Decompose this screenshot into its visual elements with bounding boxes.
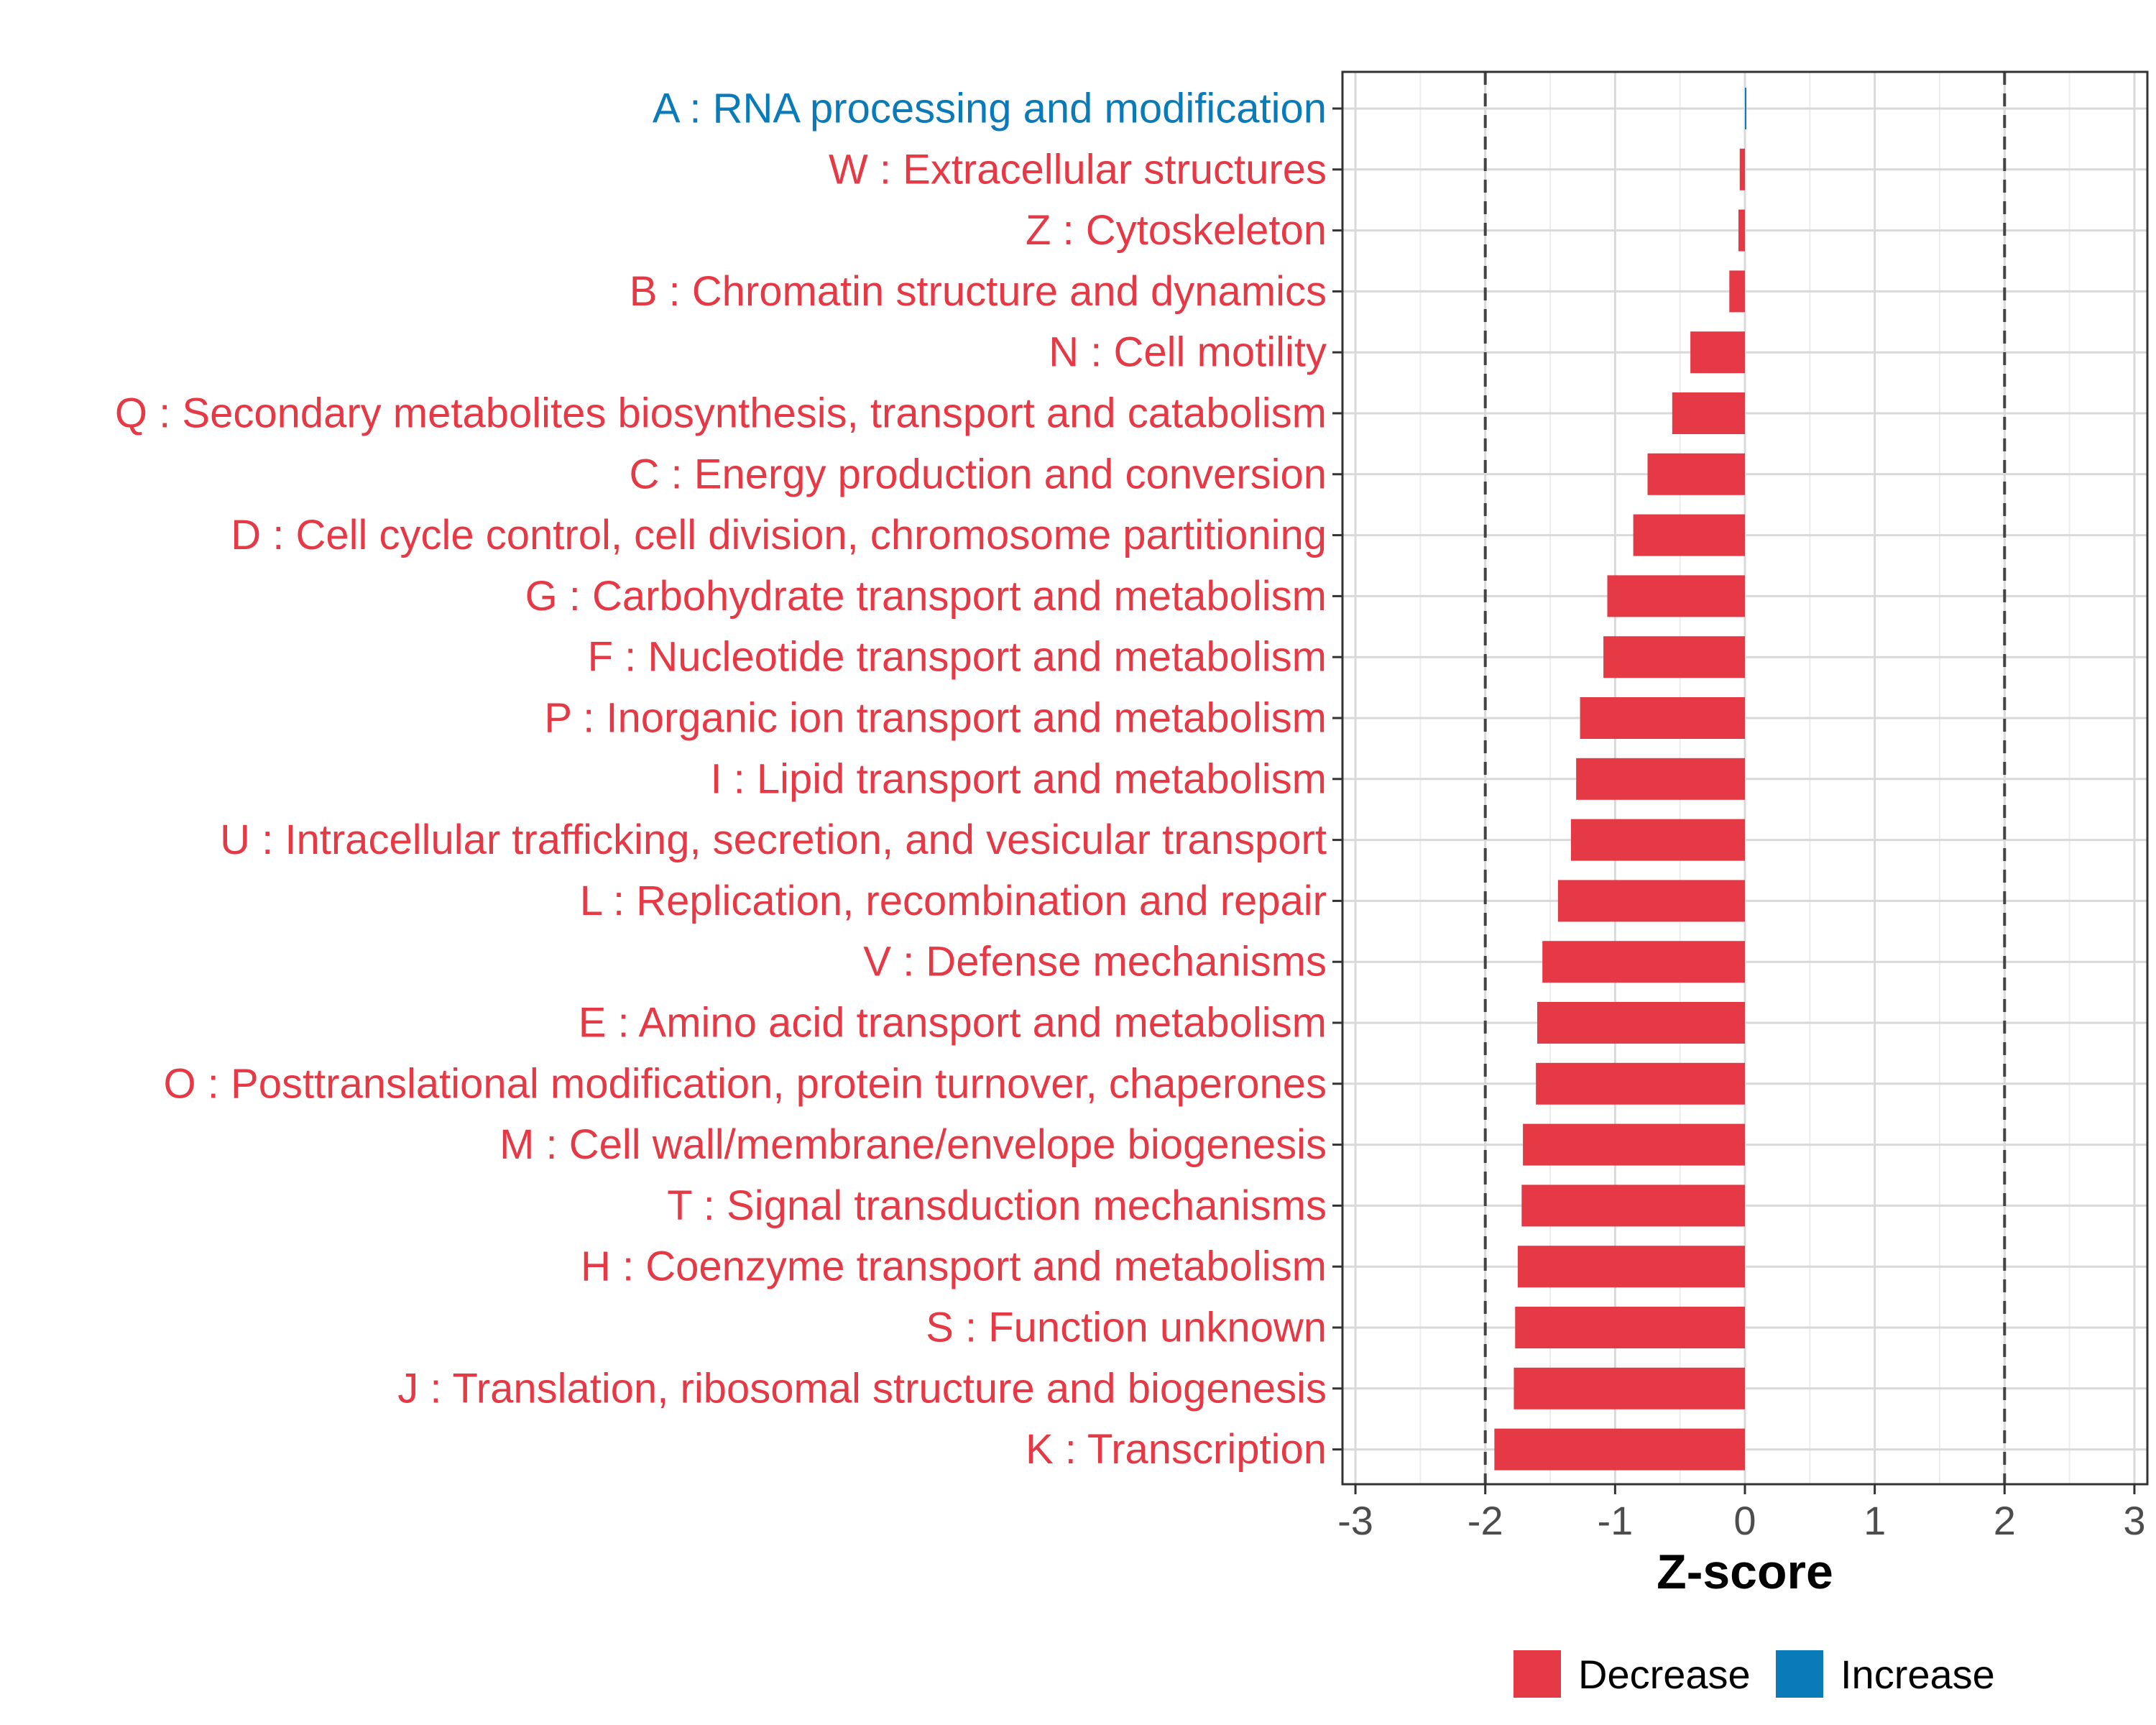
bar-o — [1536, 1062, 1745, 1105]
bars — [1494, 88, 1746, 1471]
category-label: C : Energy production and conversion — [630, 451, 1327, 497]
x-axis-ticks: -3 -2 -1 0 1 2 3 — [1337, 1484, 2146, 1543]
category-label: B : Chromatin structure and dynamics — [630, 268, 1327, 315]
category-label: Z : Cytoskeleton — [1026, 207, 1327, 254]
x-tick-label: -2 — [1468, 1498, 1503, 1543]
bar-t — [1521, 1184, 1745, 1227]
bar-g — [1607, 575, 1745, 617]
category-label: T : Signal transduction mechanisms — [667, 1182, 1327, 1229]
bar-w — [1739, 148, 1745, 190]
category-label: W : Extracellular structures — [829, 146, 1327, 193]
bar-p — [1580, 697, 1745, 739]
bar-n — [1690, 331, 1745, 374]
bar-a — [1745, 88, 1746, 129]
bar-s — [1515, 1307, 1745, 1348]
bar-c — [1647, 453, 1745, 495]
x-axis-title: Z-score — [1657, 1545, 1833, 1599]
category-label: N : Cell motility — [1049, 329, 1327, 376]
legend-swatch-decrease — [1514, 1650, 1561, 1698]
category-label: F : Nucleotide transport and metabolism — [588, 634, 1327, 681]
category-label: J : Translation, ribosomal structure and… — [397, 1365, 1327, 1412]
bar-j — [1514, 1367, 1745, 1409]
y-axis-ticks: A : RNA processing and modification W : E… — [115, 86, 1342, 1473]
legend-label-increase: Increase — [1841, 1652, 1995, 1697]
legend: Decrease Increase — [1514, 1650, 1995, 1698]
category-label: S : Function unknown — [926, 1305, 1327, 1351]
category-label: K : Transcription — [1026, 1426, 1327, 1473]
bar-d — [1633, 514, 1745, 556]
x-tick-label: 3 — [2123, 1498, 2145, 1543]
threshold-lines — [1483, 72, 2007, 1484]
category-label: U : Intracellular trafficking, secretion… — [220, 816, 1327, 863]
x-tick-label: -1 — [1597, 1498, 1633, 1543]
bar-z — [1738, 209, 1745, 252]
category-label: E : Amino acid transport and metabolism — [579, 1000, 1327, 1046]
category-label: H : Coenzyme transport and metabolism — [581, 1243, 1327, 1290]
category-label: M : Cell wall/membrane/envelope biogenes… — [499, 1121, 1327, 1168]
bar-k — [1494, 1428, 1745, 1471]
bar-q — [1672, 392, 1745, 434]
x-tick-label: 0 — [1733, 1498, 1756, 1543]
bar-f — [1603, 636, 1745, 678]
category-label: A : RNA processing and modification — [653, 86, 1327, 132]
x-tick-label: 1 — [1864, 1498, 1886, 1543]
category-label: D : Cell cycle control, cell division, c… — [231, 512, 1327, 558]
category-label: L : Replication, recombination and repai… — [580, 878, 1327, 924]
category-label: O : Posttranslational modification, prot… — [164, 1060, 1327, 1107]
bar-l — [1557, 880, 1745, 922]
bar-b — [1729, 270, 1745, 313]
bar-v — [1542, 941, 1745, 983]
bar-u — [1570, 819, 1745, 861]
bar-m — [1523, 1123, 1745, 1166]
category-label: I : Lipid transport and metabolism — [710, 755, 1327, 802]
bar-h — [1517, 1246, 1745, 1288]
bar-i — [1576, 758, 1745, 800]
category-label: P : Inorganic ion transport and metaboli… — [544, 695, 1327, 742]
category-label: G : Carbohydrate transport and metabolis… — [525, 573, 1327, 620]
category-label: Q : Secondary metabolites biosynthesis, … — [115, 390, 1327, 437]
legend-swatch-increase — [1776, 1650, 1823, 1698]
category-label: V : Defense mechanisms — [863, 939, 1327, 985]
bar-e — [1537, 1002, 1745, 1044]
legend-label-decrease: Decrease — [1578, 1652, 1751, 1697]
x-tick-label: -3 — [1337, 1498, 1373, 1543]
x-tick-label: 2 — [1994, 1498, 2016, 1543]
